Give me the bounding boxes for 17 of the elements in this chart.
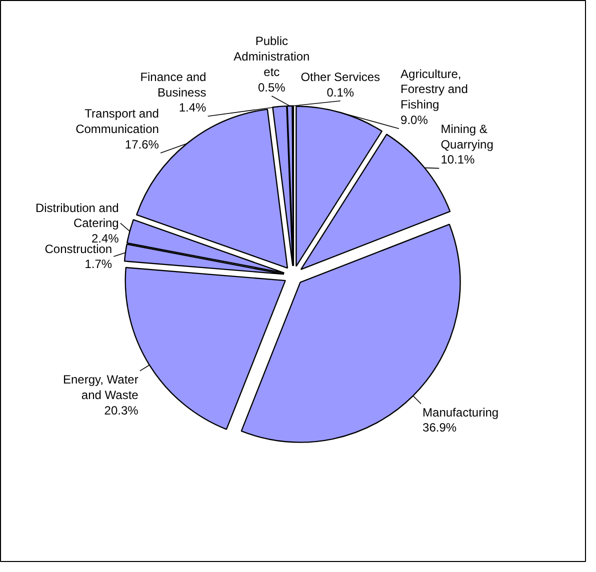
data-label: 10.1%: [440, 152, 476, 167]
slice-label: Agriculture, Forestry and Fishing: [400, 66, 468, 112]
data-label: 1.4%: [178, 100, 207, 115]
data-label: 1.7%: [84, 257, 112, 272]
slice-label: Other Services: [300, 70, 380, 84]
slice-label: Transport and Communication: [76, 106, 159, 136]
slice-label: Energy, Water and Waste: [62, 372, 139, 402]
data-label: 36.9%: [422, 420, 457, 435]
data-label: 0.1%: [326, 85, 354, 100]
data-label: 0.5%: [258, 80, 286, 94]
data-label: 17.6%: [124, 137, 160, 152]
slice-label: Distribution and Catering: [35, 200, 119, 230]
slice-label: Manufacturing: [422, 405, 499, 420]
slice-label: Finance and Business: [140, 70, 206, 100]
data-label: 9.0%: [400, 113, 428, 128]
data-label: 20.3%: [104, 403, 139, 418]
slice-label: Mining & Quarrying: [440, 122, 494, 152]
